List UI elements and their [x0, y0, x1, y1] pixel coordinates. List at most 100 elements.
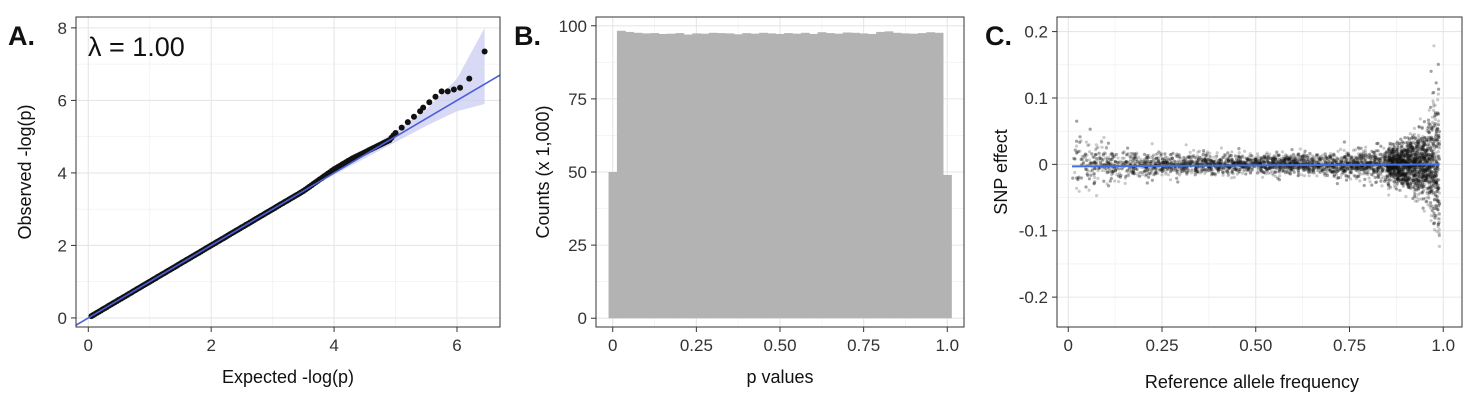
histogram-bar [608, 172, 618, 319]
effect-point [1182, 155, 1186, 160]
effect-point [1370, 157, 1374, 162]
effect-point [1403, 177, 1407, 181]
effect-point [1397, 172, 1402, 176]
effect-point [1235, 168, 1239, 172]
effect-point [1282, 158, 1287, 162]
effect-point [1432, 177, 1436, 181]
effect-point [1244, 168, 1248, 172]
effect-point [1387, 169, 1391, 173]
effect-point [1383, 159, 1387, 163]
effect-point [1281, 155, 1285, 159]
effect-point [1419, 167, 1423, 172]
histogram-bar [800, 32, 810, 319]
effect-point [1379, 160, 1383, 164]
effect-point [1163, 158, 1167, 162]
effect-point [1165, 167, 1169, 171]
effect-point [1142, 160, 1146, 165]
effect-point [1421, 148, 1425, 152]
effect-point [1345, 161, 1349, 165]
effect-point [1266, 166, 1270, 170]
effect-point [1093, 153, 1097, 157]
effect-point [1250, 168, 1254, 172]
effect-point [1426, 130, 1430, 134]
panel-b-x-tick-label: 0.25 [680, 336, 713, 355]
effect-point [1427, 164, 1431, 169]
effect-point [1289, 167, 1293, 171]
effect-point [1388, 172, 1392, 176]
effect-point [1318, 165, 1322, 169]
effect-point [1263, 166, 1267, 170]
effect-point [1236, 158, 1240, 162]
effect-point [1317, 165, 1321, 169]
effect-point [1075, 151, 1079, 155]
effect-point [1379, 179, 1383, 183]
effect-point [1182, 166, 1187, 170]
effect-point [1114, 152, 1118, 157]
effect-point [1427, 143, 1431, 147]
effect-point [1393, 157, 1397, 161]
effect-point [1180, 158, 1184, 162]
effect-point [1135, 160, 1139, 164]
effect-point [1187, 161, 1191, 165]
effect-point [1275, 150, 1279, 154]
effect-point [1405, 157, 1410, 161]
effect-point [1240, 154, 1244, 158]
effect-point [1312, 171, 1316, 175]
qq-point [466, 75, 473, 82]
effect-point [1307, 174, 1311, 178]
effect-point [1104, 146, 1108, 150]
effect-point [1296, 167, 1300, 172]
histogram-bar [767, 33, 777, 319]
effect-point [1393, 157, 1397, 161]
effect-point [1104, 145, 1109, 149]
effect-point [1118, 159, 1122, 163]
effect-point [1370, 154, 1374, 159]
effect-point [1217, 161, 1221, 165]
effect-point [1430, 149, 1434, 153]
effect-point [1350, 165, 1354, 169]
effect-point [1196, 169, 1200, 173]
effect-point [1420, 145, 1425, 149]
effect-point [1303, 166, 1307, 170]
effect-point [1387, 178, 1391, 182]
effect-point [1272, 156, 1276, 160]
effect-point [1143, 159, 1148, 163]
effect-point [1236, 160, 1240, 164]
panel-a-y-axis-title: Observed -log(p) [15, 104, 35, 239]
effect-point [1384, 170, 1388, 174]
effect-point [1418, 168, 1422, 172]
effect-point [1391, 165, 1395, 169]
effect-point [1434, 190, 1438, 194]
effect-point [1145, 159, 1150, 163]
effect-point [1407, 170, 1412, 174]
effect-point [1278, 168, 1282, 172]
effect-point [1334, 168, 1338, 172]
effect-point [1201, 153, 1205, 157]
effect-point [1150, 142, 1154, 146]
effect-point [1340, 166, 1344, 171]
effect-point [1347, 166, 1351, 170]
panel-a-reference-line [75, 74, 501, 326]
effect-point [1400, 177, 1404, 181]
effect-point [1230, 171, 1234, 175]
effect-point [1289, 159, 1293, 164]
effect-point [1426, 121, 1430, 125]
effect-point [1274, 170, 1278, 174]
effect-point [1403, 174, 1408, 178]
effect-point [1127, 173, 1131, 178]
effect-point [1252, 157, 1256, 161]
effect-point [1437, 146, 1441, 150]
effect-point [1284, 157, 1288, 161]
effect-point [1406, 148, 1410, 152]
histogram-bar [784, 33, 793, 319]
effect-point [1131, 169, 1135, 173]
effect-point [1117, 180, 1121, 184]
effect-point [1403, 175, 1407, 179]
effect-point [1259, 168, 1263, 172]
effect-point [1412, 174, 1416, 178]
effect-point [1323, 151, 1327, 156]
effect-point [1109, 152, 1113, 156]
effect-point [1162, 160, 1166, 164]
effect-point [1231, 161, 1235, 165]
